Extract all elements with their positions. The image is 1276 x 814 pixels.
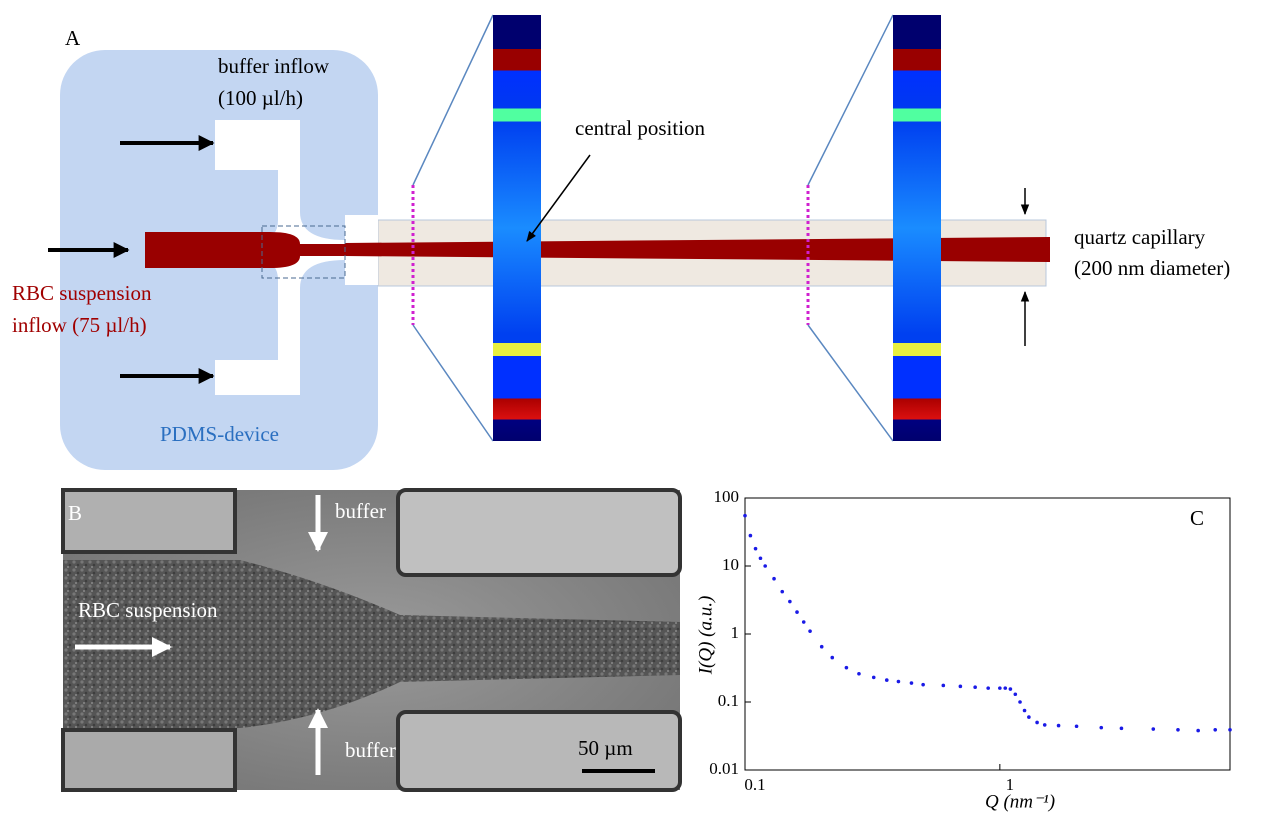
data-point <box>1009 687 1013 691</box>
data-point <box>1213 728 1217 732</box>
y-axis-label: I(Q) (a.u.) <box>695 596 716 676</box>
channel-wall <box>398 490 680 575</box>
channel-wall <box>63 730 235 790</box>
data-point <box>1228 728 1232 732</box>
x-tick-label: 1 <box>1006 775 1015 794</box>
data-point <box>845 666 849 670</box>
panel-a: A buffer inflow (100 µl/h) RBC suspensio… <box>12 15 1230 470</box>
channel-wall <box>398 712 680 790</box>
data-point <box>986 686 990 690</box>
label: RBC suspension <box>78 598 218 622</box>
data-point <box>780 590 784 594</box>
intensity-profile <box>493 15 541 441</box>
data-point <box>998 686 1002 690</box>
panel-label: C <box>1190 506 1204 530</box>
data-point <box>910 681 914 685</box>
data-point <box>1151 727 1155 731</box>
data-point <box>1018 700 1022 704</box>
label: (100 µl/h) <box>218 86 303 110</box>
data-point <box>897 680 901 684</box>
data-point <box>759 556 763 560</box>
label: buffer inflow <box>218 54 330 78</box>
data-point <box>1075 724 1079 728</box>
data-point <box>820 645 824 649</box>
data-point <box>754 547 758 551</box>
data-point <box>1027 715 1031 719</box>
label: buffer <box>345 738 396 762</box>
data-point <box>830 656 834 660</box>
data-point <box>921 683 925 687</box>
data-point <box>772 577 776 581</box>
data-point <box>743 514 747 518</box>
panel-c: C Q (nm⁻¹) I(Q) (a.u.) 0.01 0.1 1 10 100 0.1 1 <box>695 487 1231 812</box>
data-point <box>872 676 876 680</box>
data-point <box>1035 721 1039 725</box>
label: (200 nm diameter) <box>1074 256 1230 280</box>
data-point <box>885 678 889 682</box>
data-point <box>802 620 806 624</box>
y-tick-label: 0.01 <box>709 759 739 778</box>
y-tick-label: 100 <box>714 487 740 506</box>
data-point <box>973 685 977 689</box>
label: 50 µm <box>578 736 633 760</box>
data-point <box>1003 686 1007 690</box>
figure: A buffer inflow (100 µl/h) RBC suspensio… <box>0 0 1276 814</box>
panel-b: B buffer RBC suspension buffer 50 µm <box>63 490 680 790</box>
page: {"panel_a": {"label": "A", "buffer_inflo… <box>0 0 1276 814</box>
label: PDMS-device <box>160 422 279 446</box>
label: quartz capillary <box>1074 225 1206 249</box>
intensity-profile <box>893 15 941 441</box>
label: buffer <box>335 499 386 523</box>
data-point <box>1176 728 1180 732</box>
y-tick-label: 1 <box>731 623 740 642</box>
data-point <box>942 684 946 688</box>
plot-frame <box>745 498 1230 770</box>
data-point <box>763 564 767 568</box>
data-point <box>795 610 799 614</box>
label: RBC suspension <box>12 281 152 305</box>
data-point <box>808 629 812 633</box>
data-point <box>857 672 861 676</box>
data-point <box>1023 709 1027 713</box>
panel-label: A <box>65 26 81 50</box>
panel-label: B <box>68 501 82 525</box>
data-point <box>788 600 792 604</box>
data-point <box>749 534 753 538</box>
y-tick-label: 0.1 <box>718 691 739 710</box>
data-point <box>1057 724 1061 728</box>
channel-wall <box>63 490 235 552</box>
y-tick-label: 10 <box>722 555 739 574</box>
data-point <box>1196 729 1200 733</box>
data-point <box>959 685 963 689</box>
data-point <box>1043 723 1047 727</box>
data-point <box>1099 726 1103 730</box>
label: inflow (75 µl/h) <box>12 313 147 337</box>
x-axis-label: Q (nm⁻¹) <box>985 791 1055 812</box>
data-point <box>1014 692 1018 696</box>
label: central position <box>575 116 706 140</box>
x-tick-label: 0.1 <box>744 775 765 794</box>
data-point <box>1120 727 1124 731</box>
